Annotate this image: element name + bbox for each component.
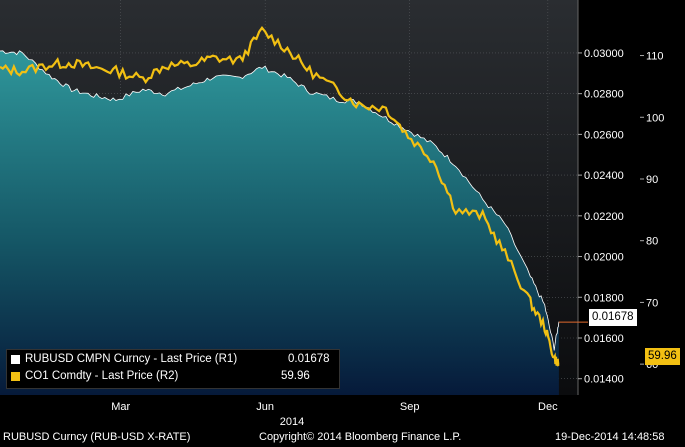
x-tick-label-2: Sep: [400, 401, 420, 413]
r2-tick-label-0: 110: [646, 51, 664, 63]
rubusd-area: [0, 50, 559, 396]
legend-value-oil: 59.96: [281, 370, 310, 382]
r1-tick-label-6: 0.01800: [584, 292, 624, 304]
legend-swatch-oil: [11, 372, 20, 381]
legend-row-rubusd: RUBUSD CMPN Curncy - Last Price (R1) 0.0…: [11, 353, 337, 369]
footer-copyright: Copyright© 2014 Bloomberg Finance L.P.: [259, 431, 462, 443]
legend-label-oil: CO1 Comdty - Last Price (R2): [25, 370, 179, 382]
r2-tick-label-1: 100: [646, 112, 664, 124]
rubusd-line: [0, 50, 560, 351]
last-value-tag-rubusd: 0.01678: [589, 309, 637, 326]
axis-panel: [578, 0, 685, 395]
r2-tick-label-4: 70: [646, 297, 658, 309]
legend-row-oil: CO1 Comdty - Last Price (R2) 59.96: [11, 370, 337, 386]
legend-label-rubusd: RUBUSD CMPN Curncy - Last Price (R1): [25, 353, 238, 365]
x-tick-label-1: Jun: [256, 401, 274, 413]
r1-tick-label-0: 0.03000: [584, 48, 624, 60]
r1-tick-label-4: 0.02200: [584, 211, 624, 223]
r1-tick-label-2: 0.02600: [584, 129, 624, 141]
r1-tick-label-7: 0.01600: [584, 333, 624, 345]
footer-ticker: RUBUSD Curncy (RUB-USD X-RATE): [3, 431, 191, 443]
legend: RUBUSD CMPN Curncy - Last Price (R1) 0.0…: [6, 349, 340, 389]
oil-line: [0, 25, 560, 367]
r2-tick-label-2: 90: [646, 174, 658, 186]
legend-swatch-rubusd: [11, 355, 20, 364]
r2-tick-label-3: 80: [646, 236, 658, 248]
r1-axis: 0.03000 0.02800 0.02600 0.02400 0.02200 0.020…: [578, 48, 624, 386]
r1-tick-label-3: 0.02400: [584, 170, 624, 182]
year-label: 2014: [280, 416, 304, 428]
x-axis: Mar Jun Sep Dec: [111, 401, 558, 413]
r1-tick-label-5: 0.02000: [584, 252, 624, 264]
footer-timestamp: 19-Dec-2014 14:48:58: [555, 431, 665, 443]
last-value-tag-oil: 59.96: [645, 348, 680, 365]
x-tick-label-0: Mar: [111, 401, 130, 413]
legend-value-rubusd: 0.01678: [288, 353, 330, 365]
x-axis-panel: [0, 395, 685, 447]
r1-tick-label-8: 0.01400: [584, 374, 624, 386]
x-tick-label-3: Dec: [538, 401, 558, 413]
r1-tick-label-1: 0.02800: [584, 89, 624, 101]
